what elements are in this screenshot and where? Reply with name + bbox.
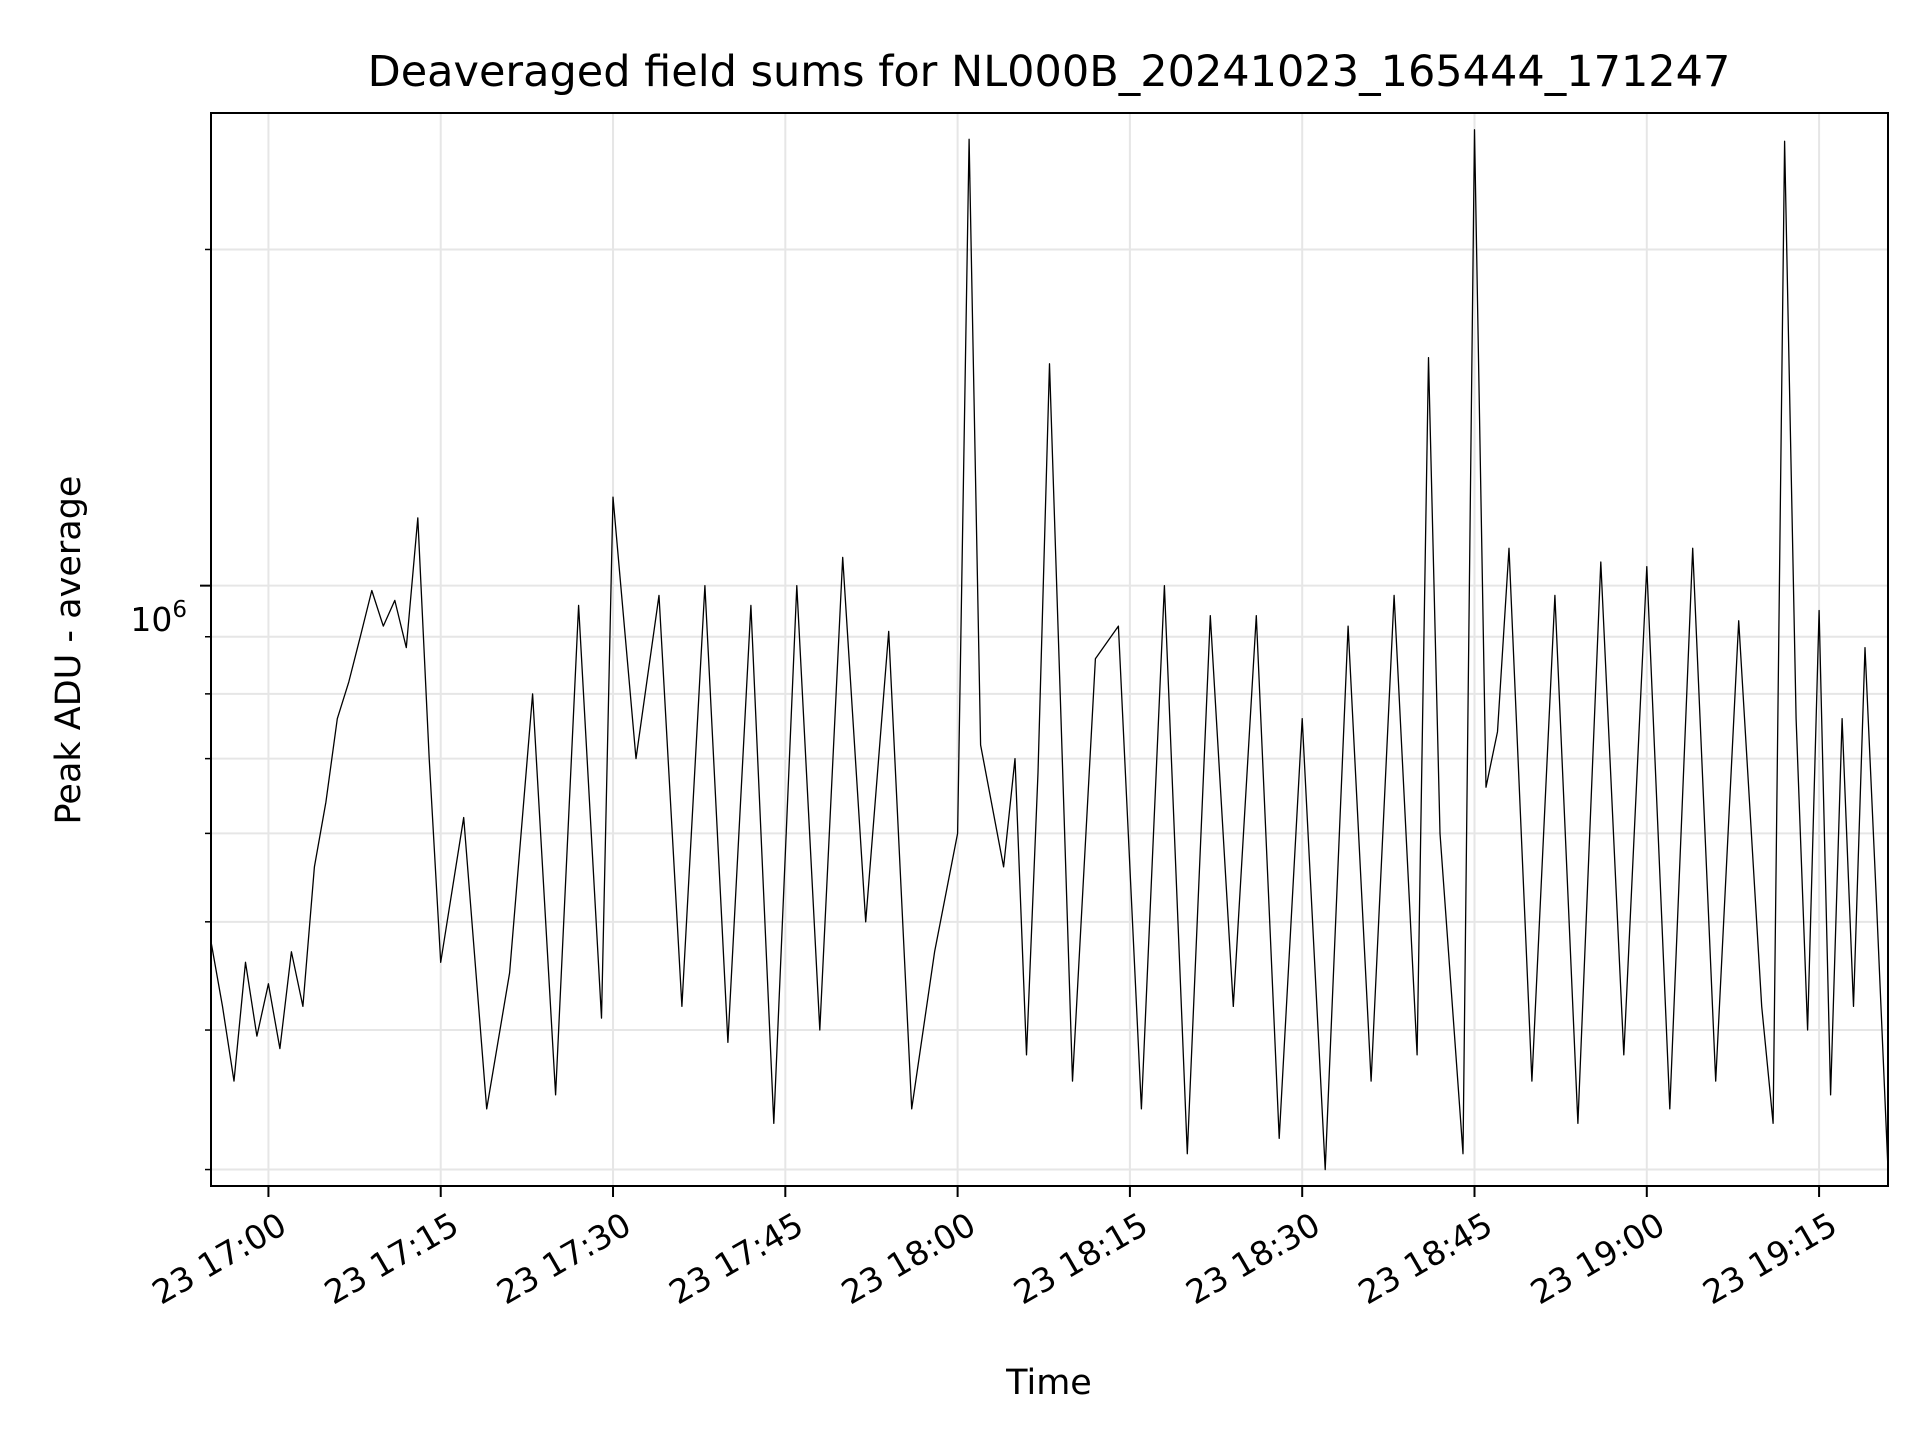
y-tick-label-base: 10 — [130, 600, 172, 639]
x-tick-label: 23 19:00 — [1524, 1205, 1671, 1313]
x-tick-label: 23 18:30 — [1179, 1205, 1326, 1313]
y-axis-label: Peak ADU - average — [49, 476, 89, 825]
x-tick-label: 23 17:30 — [490, 1205, 637, 1313]
x-tick-label: 23 17:45 — [662, 1205, 809, 1313]
y-axis-ticks — [200, 248, 211, 1171]
x-tick-label: 23 17:15 — [318, 1205, 465, 1313]
x-tick-label: 23 18:00 — [835, 1205, 982, 1313]
plot-frame — [210, 112, 1889, 1187]
x-tick-label: 23 18:15 — [1007, 1205, 1154, 1313]
x-tick-label: 23 18:45 — [1352, 1205, 1499, 1313]
x-axis-ticks: 23 17:00 23 17:15 23 17:30 23 17:45 23 18:00… — [146, 1186, 1843, 1313]
x-tick-label: 23 17:00 — [146, 1205, 293, 1313]
y-tick-label-1e6: 106 — [130, 597, 187, 639]
grid — [211, 113, 1888, 1186]
series-line — [210, 129, 1889, 1171]
x-tick-label: 23 19:15 — [1696, 1205, 1843, 1313]
chart-title: Deaveraged field sums for NL000B_2024102… — [368, 47, 1731, 97]
y-tick-label-exponent: 6 — [172, 597, 187, 623]
x-axis-label: Time — [1005, 1363, 1092, 1403]
